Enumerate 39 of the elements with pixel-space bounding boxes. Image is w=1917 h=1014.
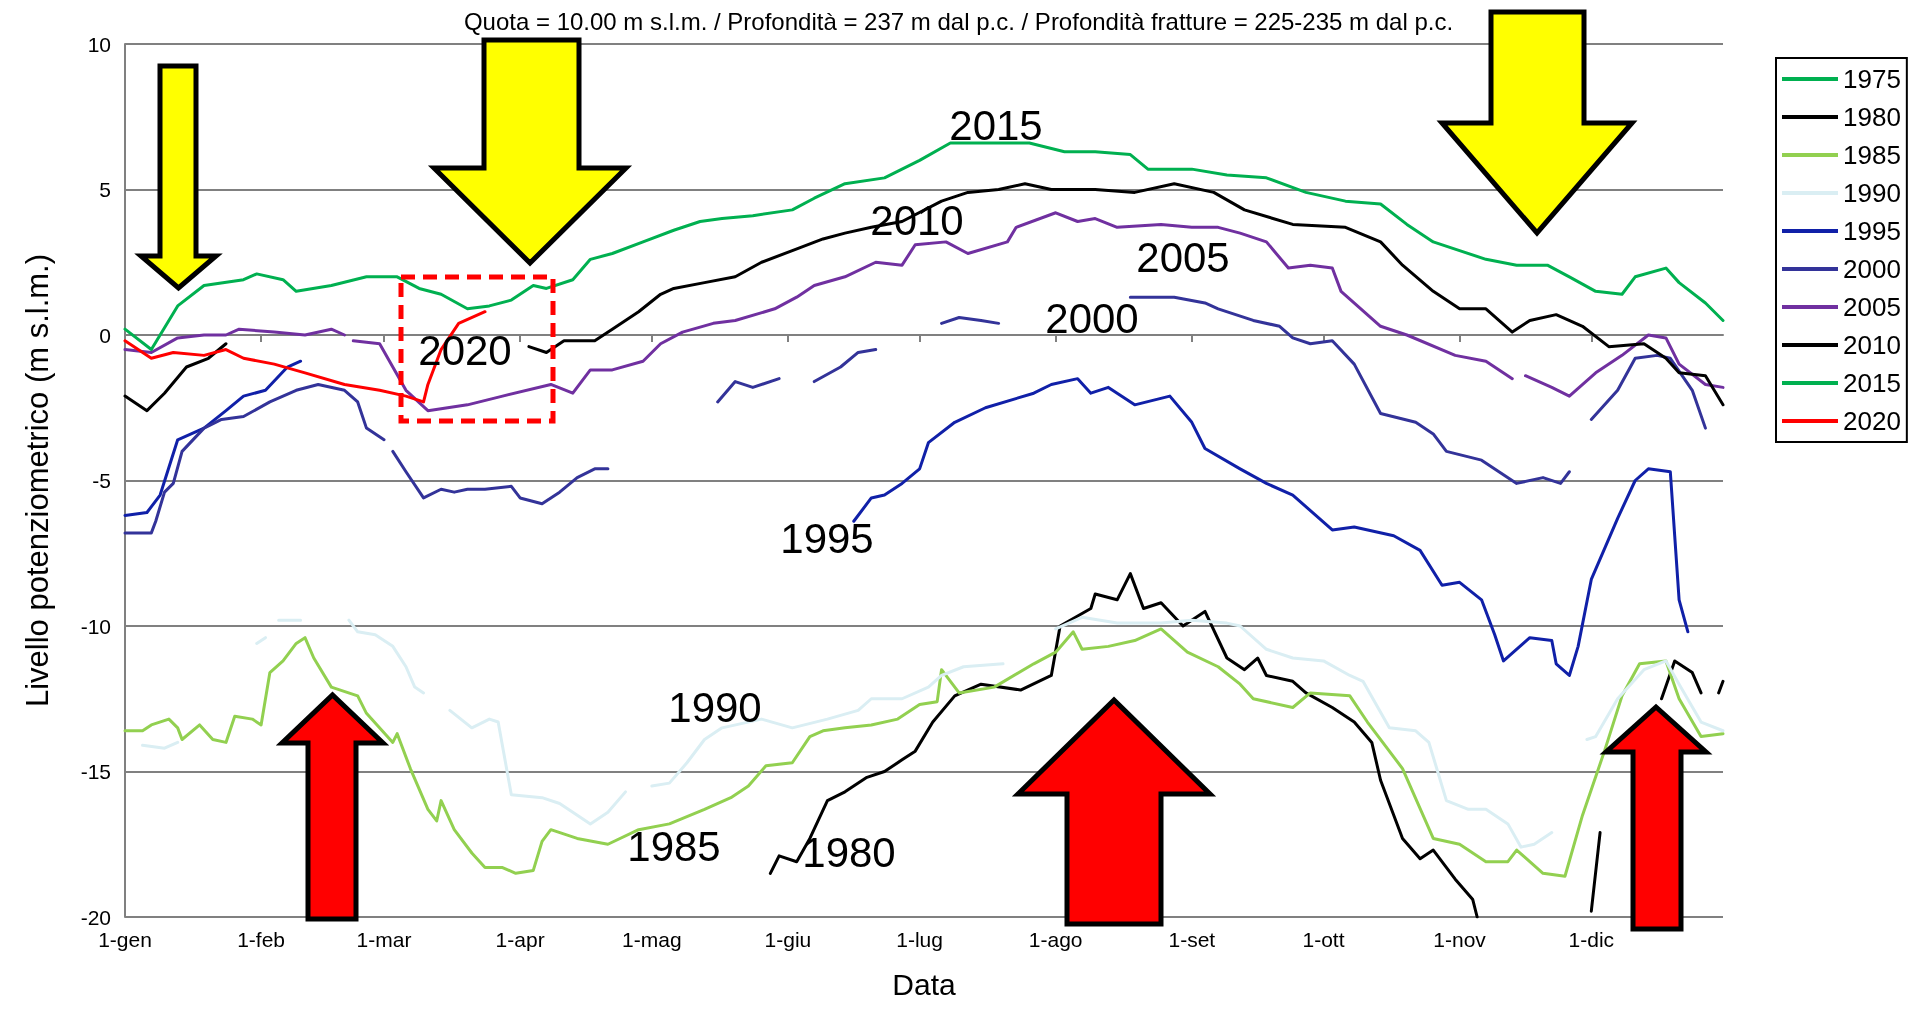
x-tick-label: 1-set [1168, 928, 1216, 951]
x-tick-label: 1-apr [495, 928, 545, 951]
legend-label: 1980 [1843, 102, 1901, 132]
y-axis-title: Livello potenziometrico (m s.l.m.) [20, 253, 55, 708]
x-axis-title: Data [892, 967, 956, 1001]
annotation: 2000 [1045, 294, 1139, 342]
x-tick-label: 1-ago [1028, 928, 1083, 951]
legend-label: 2020 [1843, 406, 1901, 436]
y-tick-label: 5 [99, 178, 111, 201]
x-tick-label: 1-mar [356, 928, 412, 951]
x-tick-label: 1-lug [896, 928, 943, 951]
x-tick-label: 1-giu [764, 928, 812, 951]
legend-label: 2010 [1843, 330, 1901, 360]
y-tick-label: -15 [80, 760, 111, 783]
annotation: 1995 [780, 514, 874, 562]
annotation: 1980 [802, 828, 896, 876]
legend-label: 1995 [1843, 216, 1901, 246]
y-tick-label: -5 [92, 469, 111, 492]
x-tick-label: 1-nov [1433, 928, 1487, 951]
y-tick-label: -10 [80, 614, 111, 638]
chart-title: Quota = 10.00 m s.l.m. / Profondità = 237 m dal p.c. / Profondità fratture = 225-235 m dal p.c. [463, 7, 1454, 35]
legend-label: 2015 [1843, 368, 1901, 398]
y-tick-label: -20 [80, 905, 111, 929]
annotation: 2015 [949, 101, 1043, 149]
legend-label: 2000 [1843, 254, 1901, 284]
annotation: 1985 [627, 822, 721, 870]
y-tick-label: 10 [87, 32, 111, 56]
x-tick-label: 1-gen [98, 928, 152, 951]
legend-label: 1990 [1843, 178, 1901, 208]
legend-label: 1985 [1843, 140, 1901, 170]
legend-label: 2005 [1843, 292, 1901, 322]
y-tick-label: 0 [99, 323, 111, 347]
x-tick-label: 1-ott [1302, 928, 1345, 951]
x-tick-label: 1-feb [237, 928, 286, 951]
x-tick-label: 1-dic [1568, 928, 1615, 951]
legend-label: 1975 [1843, 64, 1901, 94]
x-tick-label: 1-mag [622, 928, 682, 951]
annotation: 2005 [1136, 233, 1230, 281]
annotation: 1990 [668, 683, 762, 731]
